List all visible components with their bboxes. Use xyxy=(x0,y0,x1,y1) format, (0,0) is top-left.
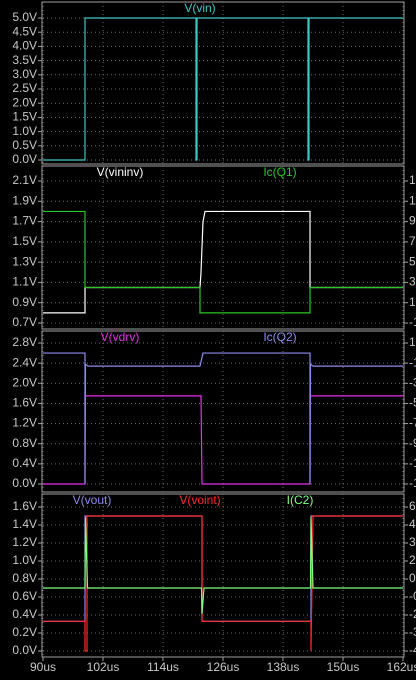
y-tick-label: 2.8V xyxy=(12,335,37,349)
y2-tick-label: -3.5mA xyxy=(409,625,416,639)
x-tick-label: 150us xyxy=(327,660,360,674)
legend-label: V(vout) xyxy=(73,493,112,507)
y-tick-label: 1.5V xyxy=(12,234,37,248)
y2-tick-label: 3.5mA xyxy=(409,535,416,549)
y-tick-label: 0.6V xyxy=(12,589,37,603)
y2-tick-label: 11mA xyxy=(409,193,416,207)
trace xyxy=(43,17,403,161)
y-tick-label: 0.4V xyxy=(12,607,37,621)
y-tick-label: 0.0V xyxy=(12,476,37,490)
legend-label: V(vin) xyxy=(184,1,215,15)
y-tick-label: 1.9V xyxy=(12,193,37,207)
y2-tick-label: 7mA xyxy=(409,234,416,248)
y2-tick-label: -7mA xyxy=(409,416,416,430)
y-tick-label: 0.0V xyxy=(12,152,37,166)
y2-tick-label: 2.1mA xyxy=(409,553,416,567)
y-tick-label: 5.0V xyxy=(12,10,37,24)
y-tick-label: 1.0V xyxy=(12,553,37,567)
x-tick-label: 102us xyxy=(87,660,120,674)
x-tick-label: 114us xyxy=(147,660,179,674)
legend-label: I(C2) xyxy=(287,493,314,507)
y-tick-label: 1.2V xyxy=(12,416,37,430)
y-tick-label: 0.8V xyxy=(12,571,37,585)
y2-tick-label: 1mA xyxy=(409,335,416,349)
y-tick-label: 0.9V xyxy=(12,295,37,309)
y-tick-label: 1.6V xyxy=(12,499,37,513)
x-tick-label: 126us xyxy=(207,660,240,674)
y-tick-label: 0.5V xyxy=(12,138,37,152)
y2-tick-label: -2.1mA xyxy=(409,607,416,621)
y-tick-label: 1.3V xyxy=(12,254,37,268)
legend-label: V(vdrv) xyxy=(101,330,140,344)
y-tick-label: 4.5V xyxy=(12,24,37,38)
y-tick-label: 1.6V xyxy=(12,396,37,410)
y-tick-label: 0.0V xyxy=(12,643,37,657)
y-tick-label: 3.5V xyxy=(12,53,37,67)
y2-tick-label: 5mA xyxy=(409,254,416,268)
y2-tick-label: -13mA xyxy=(409,476,416,490)
legend-label: V(vininv) xyxy=(97,165,144,179)
y-tick-label: 2.1V xyxy=(12,173,37,187)
y2-tick-label: 6.3mA xyxy=(409,499,416,513)
y2-tick-label: 3mA xyxy=(409,275,416,289)
x-tick-label: 162us xyxy=(387,660,416,674)
y-tick-label: 3.0V xyxy=(12,67,37,81)
y-tick-label: 1.4V xyxy=(12,517,37,531)
y2-tick-label: -0.7mA xyxy=(409,589,416,603)
y2-tick-label: -11mA xyxy=(409,456,416,470)
y2-tick-label: -4.9mA xyxy=(409,643,416,657)
legend-label: Ic(Q2) xyxy=(263,330,296,344)
x-tick-label: 138us xyxy=(267,660,300,674)
y-tick-label: 1.0V xyxy=(12,124,37,138)
trace xyxy=(43,517,403,614)
y-tick-label: 4.0V xyxy=(12,39,37,53)
y-tick-label: 1.5V xyxy=(12,110,37,124)
y2-tick-label: -1mA xyxy=(409,355,416,369)
y-tick-label: 0.4V xyxy=(12,456,37,470)
legend-label: V(voint) xyxy=(179,493,220,507)
y-tick-label: 2.0V xyxy=(12,95,37,109)
y2-tick-label: 0.7mA xyxy=(409,571,416,585)
trace xyxy=(43,515,403,652)
y2-tick-label: -3mA xyxy=(409,375,416,389)
trace xyxy=(43,210,403,314)
x-tick-label: 90us xyxy=(30,660,56,674)
y-tick-label: 2.4V xyxy=(12,355,37,369)
trace xyxy=(43,352,403,485)
y-tick-label: 1.7V xyxy=(12,214,37,228)
y-tick-label: 0.8V xyxy=(12,436,37,450)
y-tick-label: 2.0V xyxy=(12,375,37,389)
y2-tick-label: 1mA xyxy=(409,295,416,309)
y2-tick-label: -9mA xyxy=(409,436,416,450)
y2-tick-label: 4.9mA xyxy=(409,517,416,531)
y-tick-label: 0.7V xyxy=(12,315,37,329)
y2-tick-label: -5mA xyxy=(409,396,416,410)
y2-tick-label: 13mA xyxy=(409,173,416,187)
y2-tick-label: -1mA xyxy=(409,315,416,329)
y-tick-label: 1.2V xyxy=(12,535,37,549)
trace xyxy=(43,210,403,314)
y-tick-label: 2.5V xyxy=(12,81,37,95)
legend-label: Ic(Q1) xyxy=(263,165,296,179)
y2-tick-label: 9mA xyxy=(409,214,416,228)
y-tick-label: 1.1V xyxy=(12,275,37,289)
y-tick-label: 0.2V xyxy=(12,625,37,639)
